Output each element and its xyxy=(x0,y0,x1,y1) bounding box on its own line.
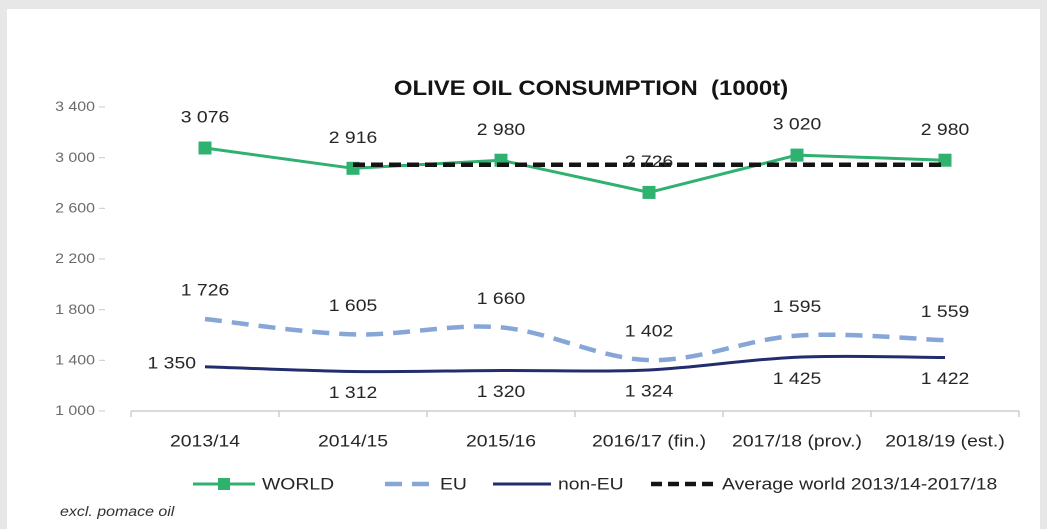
x-tick-label: 2018/19 (est.) xyxy=(885,432,1005,451)
non-eu-data-label: 1 324 xyxy=(625,382,673,401)
footnote: excl. pomace oil xyxy=(60,504,175,520)
legend-item-non-eu: non-EU xyxy=(493,475,624,494)
plot-area xyxy=(198,141,952,374)
legend-label-eu: EU xyxy=(440,475,467,494)
non-eu-series-line xyxy=(204,354,946,374)
chart-panel xyxy=(7,9,1040,529)
x-tick-label: 2014/15 xyxy=(318,432,388,451)
y-axis: 1 000 1 400 1 800 2 200 2 600 3 000 3 400 xyxy=(55,99,105,419)
non-eu-data-label: 1 425 xyxy=(773,369,821,388)
legend-item-world: WORLD xyxy=(193,475,334,494)
eu-data-label: 1 726 xyxy=(181,281,229,300)
world-point-marker xyxy=(938,153,952,167)
legend-world-marker-swatch xyxy=(218,478,230,490)
eu-data-label: 1 595 xyxy=(773,297,821,316)
x-tick-label: 2017/18 (prov.) xyxy=(732,432,862,451)
world-point-marker xyxy=(198,141,212,155)
x-tick-label: 2015/16 xyxy=(466,432,536,451)
non-eu-data-label: 1 422 xyxy=(921,369,969,388)
y-tick-label: 2 600 xyxy=(55,200,95,216)
y-tick-label: 2 200 xyxy=(55,251,95,267)
world-data-label: 2 980 xyxy=(477,120,525,139)
legend-label-world: WORLD xyxy=(262,475,334,494)
x-axis: 2013/14 2014/15 2015/16 2016/17 (fin.) 2017/… xyxy=(130,410,1020,451)
world-point-marker xyxy=(642,185,656,199)
y-tick-label: 1 000 xyxy=(55,403,95,419)
legend-label-average-world: Average world 2013/14-2017/18 xyxy=(722,475,997,494)
non-eu-data-label: 1 350 xyxy=(148,353,196,372)
world-data-label: 2 726 xyxy=(625,152,673,171)
world-data-label: 2 916 xyxy=(329,128,377,147)
chart-title: OLIVE OIL CONSUMPTION (1000t) xyxy=(394,76,788,99)
x-tick-label: 2013/14 xyxy=(170,432,240,451)
y-tick-label: 3 000 xyxy=(55,150,95,166)
world-data-label: 3 020 xyxy=(773,115,821,134)
y-tick-label: 1 800 xyxy=(55,302,95,318)
eu-data-label: 1 402 xyxy=(625,322,673,341)
legend-item-eu: EU xyxy=(385,475,467,494)
world-series-line xyxy=(204,146,946,194)
legend-label-non-eu: non-EU xyxy=(558,475,624,494)
x-tick-label: 2016/17 (fin.) xyxy=(592,432,706,451)
y-tick-label: 1 400 xyxy=(55,352,95,368)
eu-data-label: 1 660 xyxy=(477,289,525,308)
legend-item-average-world: Average world 2013/14-2017/18 xyxy=(651,475,997,494)
world-data-label: 3 076 xyxy=(181,108,229,127)
eu-data-label: 1 559 xyxy=(921,302,969,321)
y-tick-label: 3 400 xyxy=(55,99,95,115)
world-point-marker xyxy=(790,148,804,162)
data-labels: 3 076 2 916 2 980 2 726 3 020 2 980 1 726 1 605… xyxy=(148,108,970,402)
non-eu-data-label: 1 312 xyxy=(329,383,377,402)
legend: WORLD EU non-EU Average world 2013/14-20… xyxy=(193,475,997,494)
non-eu-data-label: 1 320 xyxy=(477,382,525,401)
eu-data-label: 1 605 xyxy=(329,296,377,315)
world-data-label: 2 980 xyxy=(921,120,969,139)
